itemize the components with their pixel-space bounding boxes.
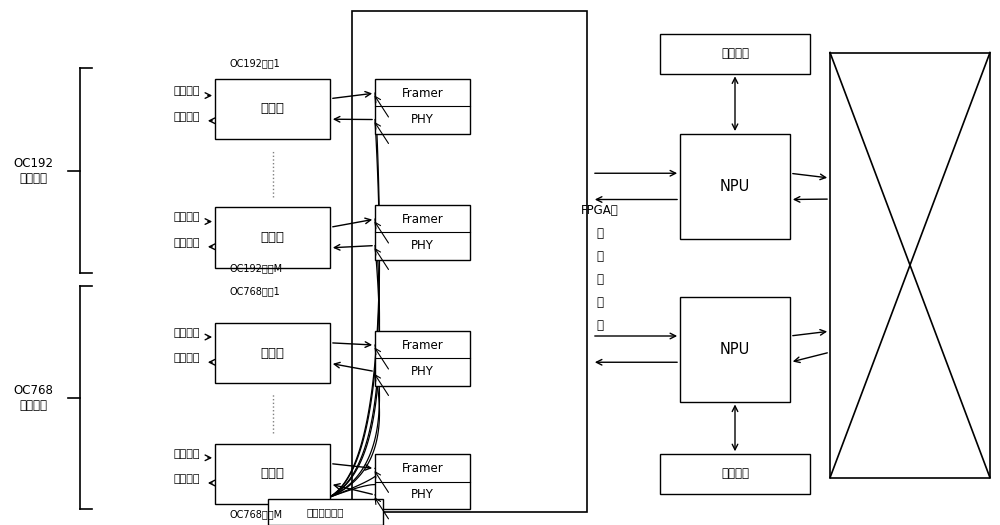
Bar <box>660 454 810 494</box>
Text: OC768链路M: OC768链路M <box>230 509 283 519</box>
Text: NPU: NPU <box>720 342 750 356</box>
Text: OC768链路1: OC768链路1 <box>230 287 281 297</box>
Text: 下行输入: 下行输入 <box>174 212 200 223</box>
Text: 匹配引擎: 匹配引擎 <box>721 467 749 480</box>
Text: 光模块: 光模块 <box>260 467 285 480</box>
Text: Framer: Framer <box>402 462 443 475</box>
Text: OC192
前端采集: OC192 前端采集 <box>14 156 54 185</box>
Bar <box>375 331 470 386</box>
Bar <box>268 499 383 525</box>
Text: 上行输入: 上行输入 <box>174 86 200 97</box>
Text: Framer: Framer <box>402 213 443 226</box>
Text: PHY: PHY <box>411 113 434 126</box>
Text: OC768
前端采集: OC768 前端采集 <box>14 384 54 412</box>
Bar <box>215 207 330 268</box>
Bar <box>352 10 587 512</box>
Bar <box>215 323 330 383</box>
Text: NPU: NPU <box>720 179 750 194</box>
Text: 光模块: 光模块 <box>260 346 285 360</box>
Text: PHY: PHY <box>411 488 434 501</box>
Text: 聚合输出: 聚合输出 <box>174 237 200 248</box>
Text: FPGA解
帧
成
帧
模
块: FPGA解 帧 成 帧 模 块 <box>581 204 619 332</box>
Bar <box>660 34 810 74</box>
Bar <box>680 134 790 239</box>
Bar <box>680 297 790 402</box>
Text: 光模块: 光模块 <box>260 102 285 116</box>
Text: 聚合输出: 聚合输出 <box>174 474 200 484</box>
Text: OC192链路1: OC192链路1 <box>230 58 281 68</box>
Text: PHY: PHY <box>411 365 434 378</box>
Text: 匹配引擎: 匹配引擎 <box>721 47 749 60</box>
Bar <box>215 79 330 139</box>
Text: 上行输入: 上行输入 <box>174 328 200 338</box>
Bar <box>375 205 470 260</box>
Bar <box>375 79 470 134</box>
Text: OC192链路M: OC192链路M <box>230 263 283 273</box>
Text: PHY: PHY <box>411 239 434 252</box>
Text: 光模块: 光模块 <box>260 231 285 244</box>
Text: 聚合输出: 聚合输出 <box>174 353 200 363</box>
Text: 聚合输出: 聚合输出 <box>174 111 200 122</box>
Bar <box>375 454 470 509</box>
Text: 输入输出接口: 输入输出接口 <box>307 507 344 517</box>
Bar <box>215 444 330 504</box>
Text: Framer: Framer <box>402 339 443 352</box>
Text: 下行输入: 下行输入 <box>174 448 200 459</box>
Text: Framer: Framer <box>402 87 443 100</box>
